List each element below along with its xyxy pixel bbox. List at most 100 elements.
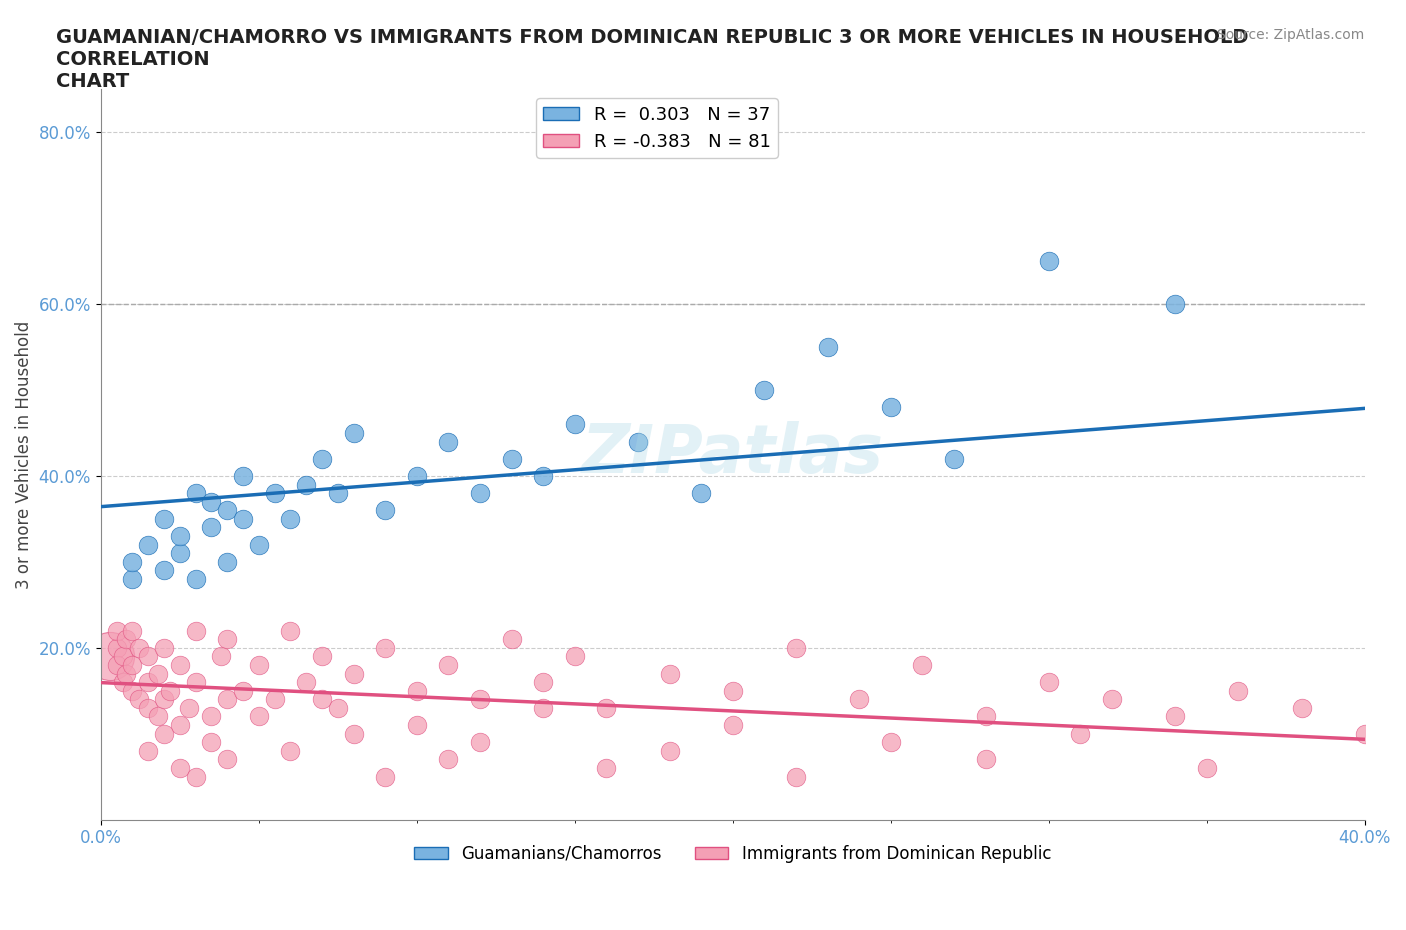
Point	[169, 528, 191, 543]
Point	[342, 426, 364, 441]
Point	[1291, 700, 1313, 715]
Point	[295, 674, 318, 689]
Point	[136, 743, 159, 758]
Point	[658, 666, 681, 681]
Point	[121, 554, 143, 569]
Point	[121, 658, 143, 672]
Point	[531, 674, 554, 689]
Point	[105, 658, 128, 672]
Point	[280, 623, 302, 638]
Point	[1038, 674, 1060, 689]
Point	[111, 674, 134, 689]
Point	[105, 623, 128, 638]
Text: ZIPatlas: ZIPatlas	[582, 421, 884, 487]
Point	[184, 623, 207, 638]
Point	[159, 684, 181, 698]
Point	[311, 649, 333, 664]
Point	[564, 417, 586, 432]
Point	[468, 692, 491, 707]
Point	[817, 339, 839, 354]
Point	[179, 700, 201, 715]
Point	[128, 692, 150, 707]
Point	[111, 649, 134, 664]
Point	[374, 503, 396, 518]
Y-axis label: 3 or more Vehicles in Household: 3 or more Vehicles in Household	[15, 320, 32, 589]
Point	[595, 761, 617, 776]
Point	[169, 718, 191, 733]
Point	[115, 666, 138, 681]
Point	[468, 735, 491, 750]
Point	[169, 546, 191, 561]
Text: GUAMANIAN/CHAMORRO VS IMMIGRANTS FROM DOMINICAN REPUBLIC 3 OR MORE VEHICLES IN H: GUAMANIAN/CHAMORRO VS IMMIGRANTS FROM DO…	[56, 28, 1249, 91]
Point	[1164, 709, 1187, 724]
Point	[295, 477, 318, 492]
Point	[153, 726, 176, 741]
Point	[200, 735, 222, 750]
Point	[785, 769, 807, 784]
Point	[200, 709, 222, 724]
Point	[943, 451, 966, 466]
Point	[1069, 726, 1091, 741]
Point	[105, 641, 128, 656]
Point	[311, 692, 333, 707]
Point	[437, 434, 460, 449]
Point	[974, 709, 997, 724]
Point	[880, 400, 903, 415]
Point	[848, 692, 870, 707]
Point	[405, 469, 427, 484]
Point	[169, 761, 191, 776]
Point	[98, 649, 121, 664]
Point	[121, 684, 143, 698]
Point	[1101, 692, 1123, 707]
Point	[342, 726, 364, 741]
Point	[754, 382, 776, 397]
Text: Source: ZipAtlas.com: Source: ZipAtlas.com	[1216, 28, 1364, 42]
Point	[501, 451, 523, 466]
Point	[531, 700, 554, 715]
Point	[184, 674, 207, 689]
Point	[200, 494, 222, 509]
Point	[405, 684, 427, 698]
Point	[184, 572, 207, 587]
Point	[121, 623, 143, 638]
Point	[217, 554, 239, 569]
Point	[209, 649, 232, 664]
Point	[153, 563, 176, 578]
Point	[247, 658, 270, 672]
Point	[136, 649, 159, 664]
Point	[263, 485, 285, 500]
Point	[217, 752, 239, 767]
Point	[342, 666, 364, 681]
Legend: Guamanians/Chamorros, Immigrants from Dominican Republic: Guamanians/Chamorros, Immigrants from Do…	[408, 838, 1057, 870]
Point	[721, 684, 744, 698]
Point	[690, 485, 713, 500]
Point	[564, 649, 586, 664]
Point	[184, 769, 207, 784]
Point	[721, 718, 744, 733]
Point	[374, 641, 396, 656]
Point	[115, 631, 138, 646]
Point	[326, 485, 349, 500]
Point	[153, 692, 176, 707]
Point	[217, 631, 239, 646]
Point	[217, 692, 239, 707]
Point	[247, 538, 270, 552]
Point	[217, 503, 239, 518]
Point	[595, 700, 617, 715]
Point	[128, 641, 150, 656]
Point	[136, 700, 159, 715]
Point	[232, 512, 254, 526]
Point	[785, 641, 807, 656]
Point	[911, 658, 934, 672]
Point	[146, 709, 169, 724]
Point	[146, 666, 169, 681]
Point	[1195, 761, 1218, 776]
Point	[468, 485, 491, 500]
Point	[437, 658, 460, 672]
Point	[627, 434, 650, 449]
Point	[531, 469, 554, 484]
Point	[200, 520, 222, 535]
Point	[184, 485, 207, 500]
Point	[658, 743, 681, 758]
Point	[232, 469, 254, 484]
